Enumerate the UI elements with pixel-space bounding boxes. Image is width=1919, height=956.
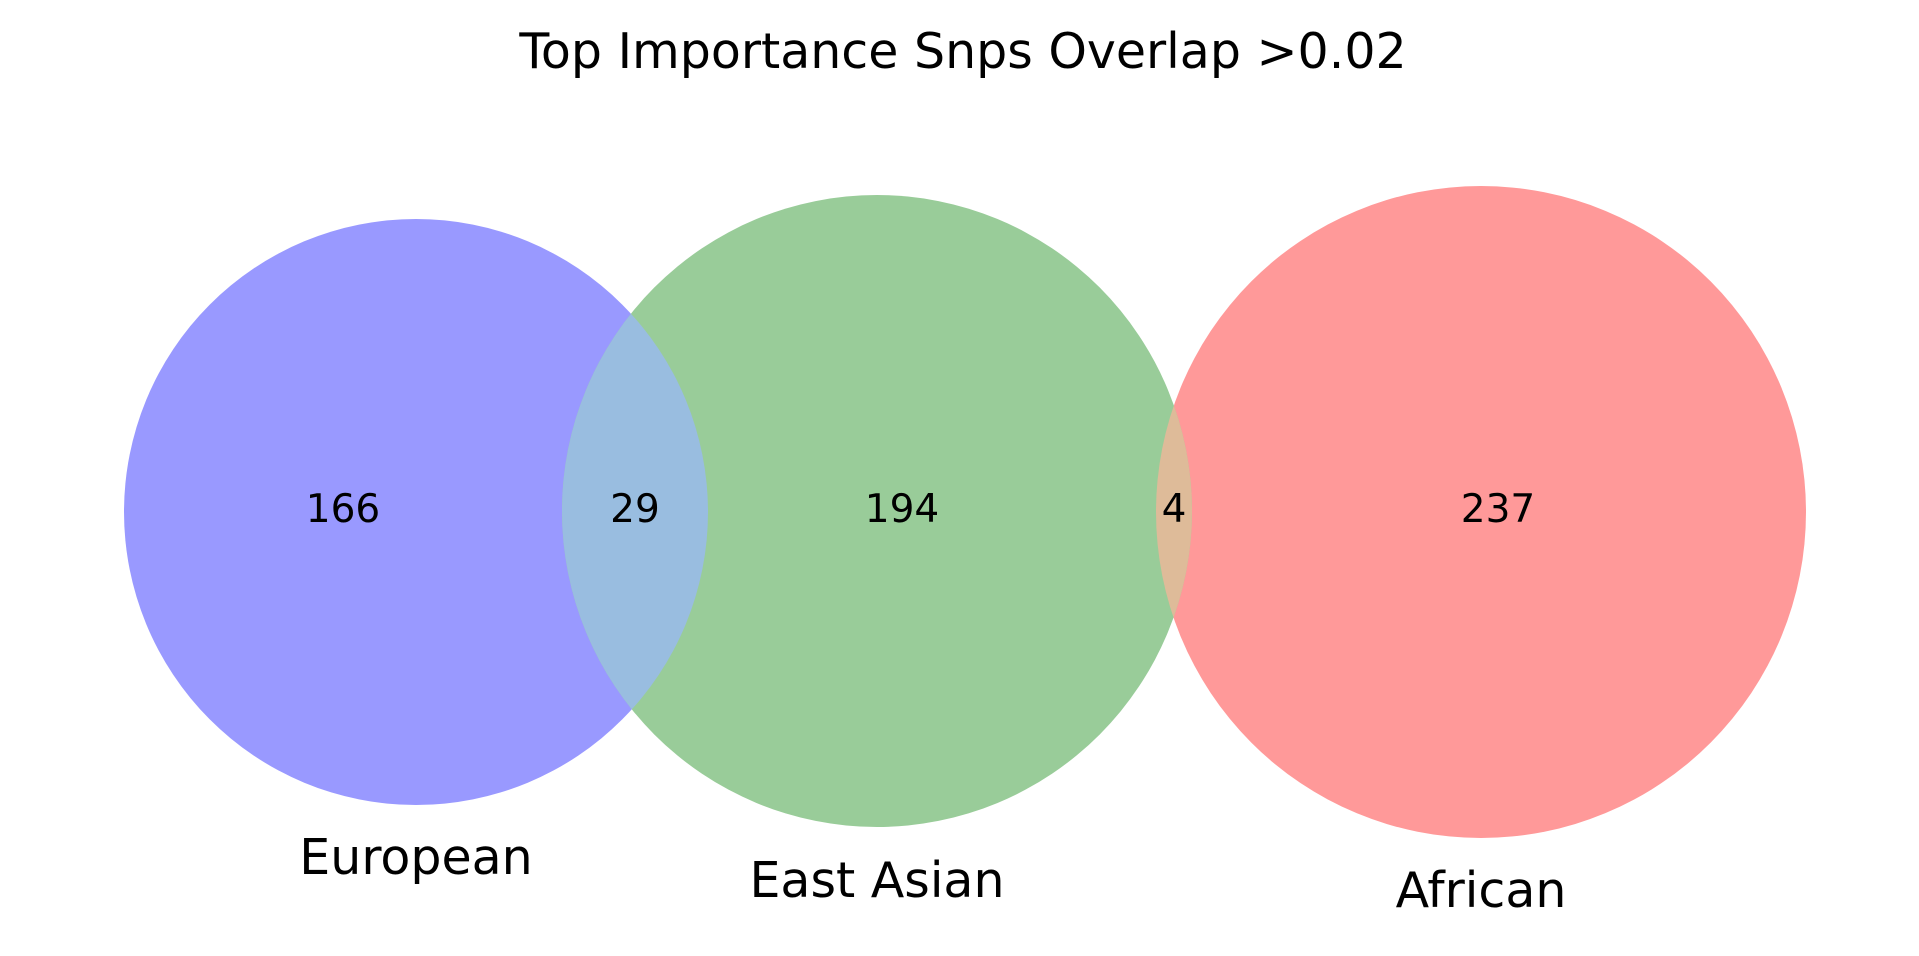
region-count-european-only: 166 xyxy=(306,487,380,532)
set-label-east-asian: East Asian xyxy=(749,852,1004,909)
european-circle xyxy=(124,219,708,805)
african-circle xyxy=(1156,186,1806,838)
region-count-european-east-asian: 29 xyxy=(610,487,660,532)
set-label-european: European xyxy=(299,829,532,886)
region-count-east-asian-african: 4 xyxy=(1162,487,1187,532)
region-count-east-asian-only: 194 xyxy=(865,487,939,532)
east-asian-circle xyxy=(562,195,1192,827)
region-count-african-only: 237 xyxy=(1461,487,1535,532)
diagram-title: Top Importance Snps Overlap >0.02 xyxy=(518,23,1406,80)
set-label-african: African xyxy=(1396,862,1567,919)
